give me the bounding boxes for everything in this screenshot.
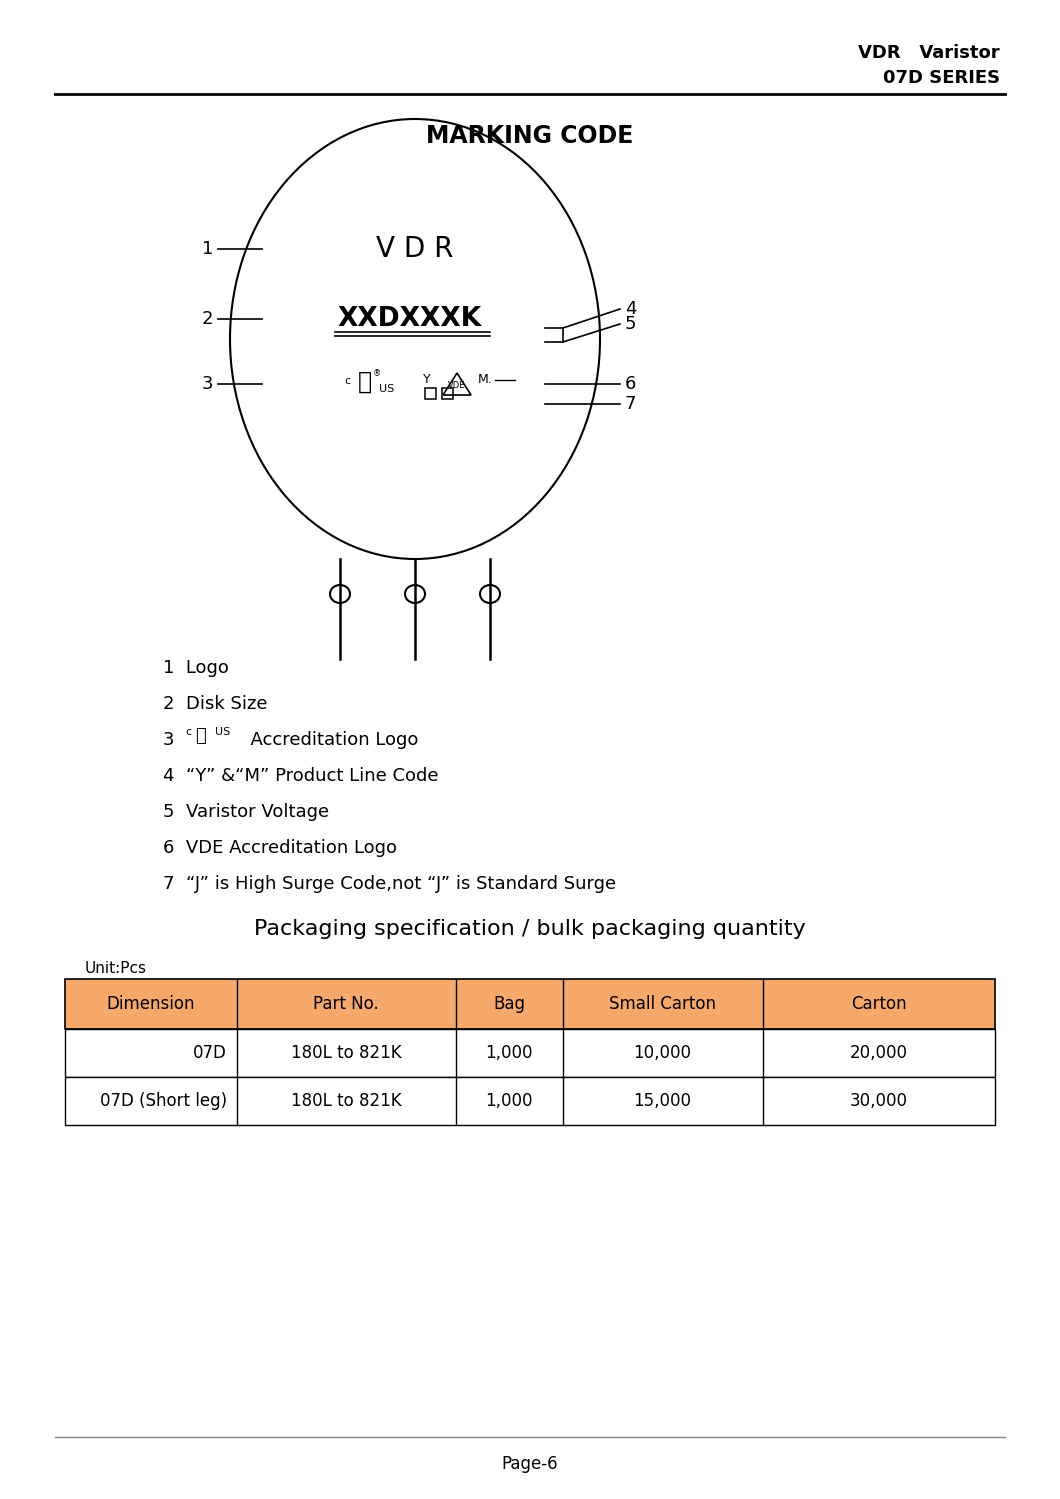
Text: 180L to 821K: 180L to 821K [292, 1091, 402, 1109]
Text: Unit:Pcs: Unit:Pcs [85, 961, 147, 976]
Text: 180L to 821K: 180L to 821K [292, 1043, 402, 1061]
Text: 4: 4 [625, 300, 636, 318]
Text: ®: ® [373, 369, 382, 379]
Text: 07D (Short leg): 07D (Short leg) [100, 1091, 227, 1109]
Text: Bag: Bag [493, 995, 525, 1013]
Text: Ⓡ: Ⓡ [358, 370, 372, 394]
Bar [65, 1076, 995, 1126]
Text: 2  Disk Size: 2 Disk Size [163, 696, 267, 714]
Text: 1  Logo: 1 Logo [163, 660, 229, 678]
Text: VDE: VDE [448, 381, 465, 390]
Text: 7: 7 [625, 394, 636, 412]
Text: Page-6: Page-6 [501, 1456, 559, 1474]
Text: MARKING CODE: MARKING CODE [426, 124, 634, 148]
Text: VDR   Varistor: VDR Varistor [859, 43, 1000, 61]
Text: Accreditation Logo: Accreditation Logo [238, 732, 419, 750]
Bar [425, 388, 436, 399]
Text: 4  “Y” &“M” Product Line Code: 4 “Y” &“M” Product Line Code [163, 767, 439, 785]
Text: 2: 2 [201, 310, 213, 328]
Text: 07D SERIES: 07D SERIES [883, 69, 1000, 87]
Text: 5  Varistor Voltage: 5 Varistor Voltage [163, 803, 329, 821]
Text: Part No.: Part No. [314, 995, 379, 1013]
Text: 3: 3 [201, 375, 213, 393]
Text: Carton: Carton [851, 995, 906, 1013]
Text: Packaging specification / bulk packaging quantity: Packaging specification / bulk packaging… [254, 919, 806, 938]
Text: 30,000: 30,000 [850, 1091, 907, 1109]
Text: 1: 1 [201, 240, 213, 258]
Text: 1,000: 1,000 [485, 1043, 533, 1061]
Text: Small Carton: Small Carton [610, 995, 716, 1013]
Text: c: c [343, 376, 350, 387]
Text: 20,000: 20,000 [850, 1043, 907, 1061]
Text: 5: 5 [625, 315, 636, 333]
Text: M.: M. [478, 372, 493, 385]
Text: US: US [215, 727, 230, 738]
Text: 1,000: 1,000 [485, 1091, 533, 1109]
Bar [65, 1028, 995, 1076]
Bar [65, 979, 995, 1028]
Text: 3: 3 [163, 732, 186, 750]
Text: Y: Y [423, 372, 430, 385]
Text: 15,000: 15,000 [634, 1091, 691, 1109]
Text: 10,000: 10,000 [634, 1043, 691, 1061]
Text: c: c [186, 727, 191, 738]
Bar [442, 388, 453, 399]
Text: 6  VDE Accreditation Logo: 6 VDE Accreditation Logo [163, 839, 398, 857]
Text: 7  “J” is High Surge Code,not “J” is Standard Surge: 7 “J” is High Surge Code,not “J” is Stan… [163, 875, 616, 893]
Text: 07D: 07D [193, 1043, 227, 1061]
Text: Ⓡ: Ⓡ [195, 727, 206, 745]
Text: V D R: V D R [376, 235, 454, 262]
Text: Dimension: Dimension [107, 995, 195, 1013]
Text: XXDXXXK: XXDXXXK [338, 306, 482, 331]
Text: 6: 6 [625, 375, 636, 393]
Text: US: US [379, 384, 394, 394]
